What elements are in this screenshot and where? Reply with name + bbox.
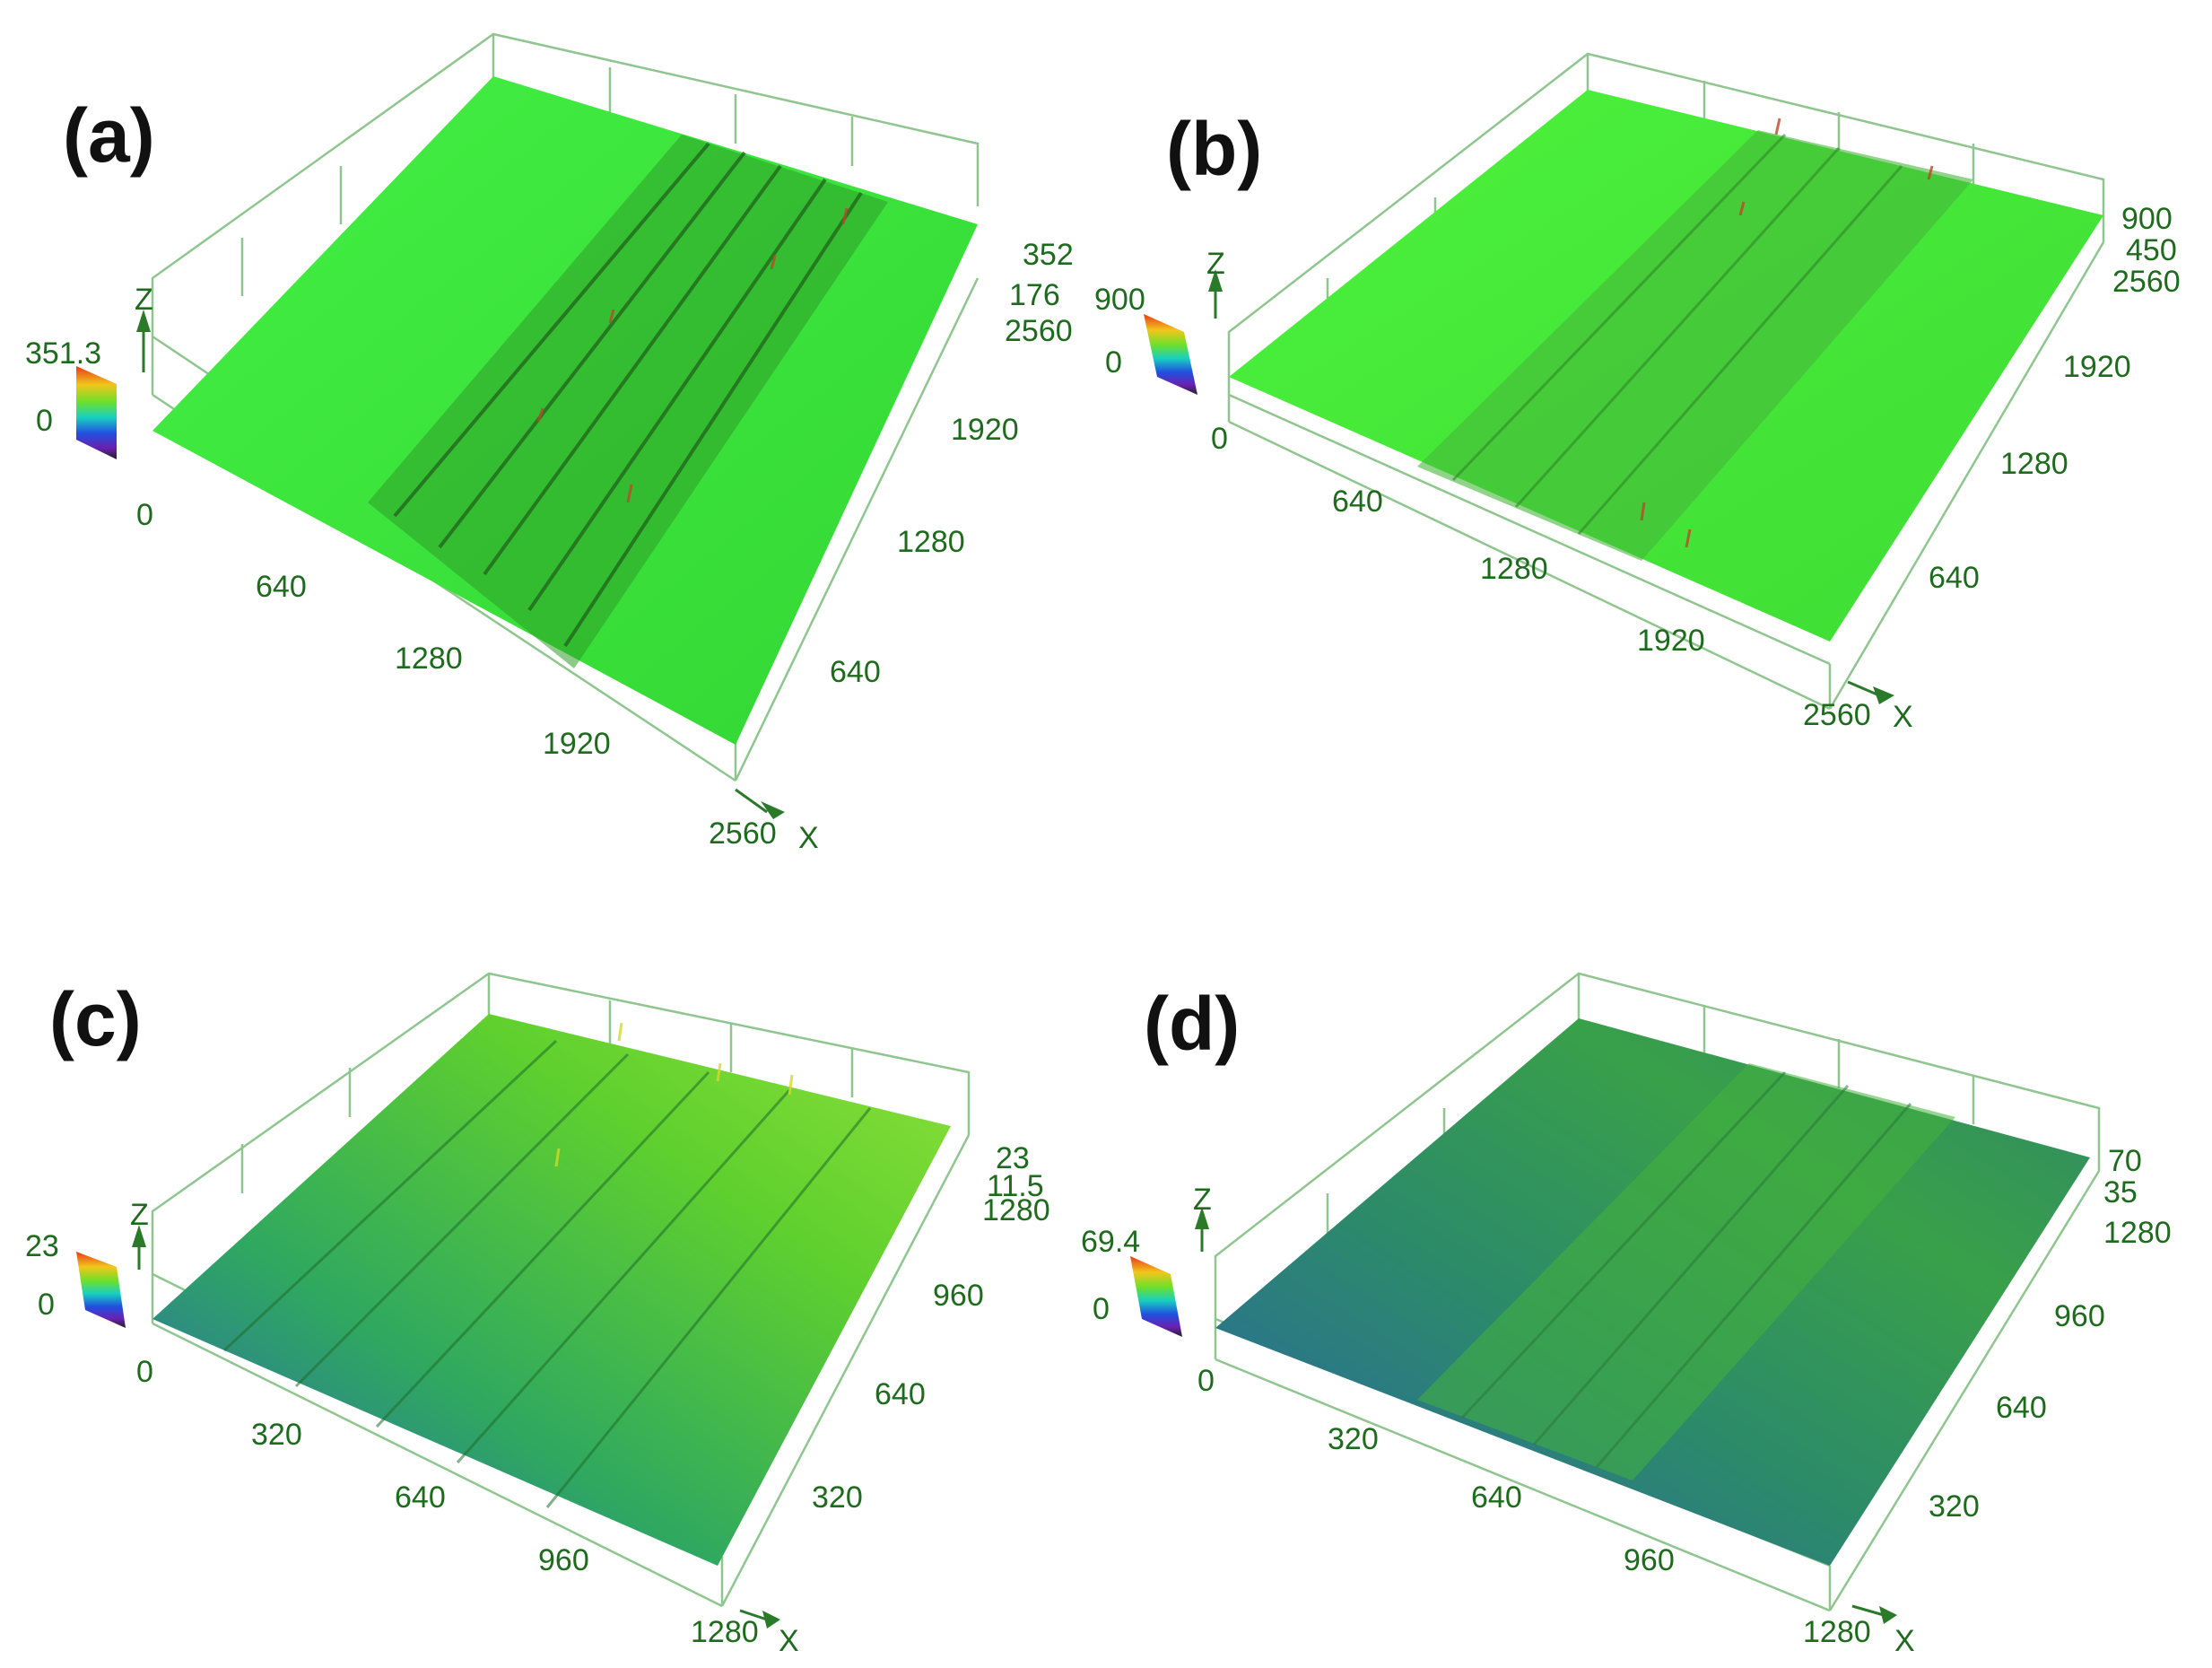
y-tick: 1920 bbox=[2063, 350, 2131, 384]
z-tick: 900 bbox=[2121, 202, 2173, 236]
wear-track-peaks bbox=[536, 207, 849, 503]
z-axis-arrow: Z bbox=[1206, 247, 1225, 319]
x-tick: 960 bbox=[538, 1543, 589, 1577]
z-axis-arrow: Z bbox=[1193, 1183, 1212, 1252]
x-axis-arrow: X bbox=[1851, 1604, 1915, 1658]
colorbar-min: 0 bbox=[38, 1288, 55, 1322]
z-tick: 11.5 bbox=[987, 1169, 1044, 1203]
colorbar: 69.4 0 bbox=[1081, 1225, 1182, 1337]
y-tick: 960 bbox=[933, 1279, 984, 1313]
panel-label: (a) bbox=[63, 93, 155, 178]
y-tick: 640 bbox=[1929, 561, 1980, 595]
x-tick: 1280 bbox=[395, 642, 463, 676]
y-tick: 320 bbox=[812, 1480, 863, 1515]
z-tick: 450 bbox=[2126, 233, 2177, 267]
x-axis-label: X bbox=[1893, 700, 1913, 734]
z-tick: 352 bbox=[1023, 238, 1074, 272]
z-tick: 70 bbox=[2108, 1144, 2142, 1178]
z-axis-label: Z bbox=[1193, 1183, 1212, 1217]
x-tick: 0 bbox=[136, 498, 153, 532]
wear-track bbox=[1417, 130, 1973, 561]
surface-peaks bbox=[554, 1022, 794, 1167]
x-axis-arrow: X bbox=[1847, 680, 1913, 734]
x-axis-arrow: X bbox=[735, 788, 819, 855]
y-tick: 640 bbox=[1996, 1391, 2047, 1425]
x-tick: 960 bbox=[1624, 1543, 1675, 1577]
colorbar-max: 900 bbox=[1094, 283, 1145, 317]
x-axis-label: X bbox=[779, 1624, 799, 1658]
x-tick: 0 bbox=[1211, 422, 1228, 456]
wear-track-grooves bbox=[1451, 133, 1903, 535]
colorbar-min: 0 bbox=[1105, 345, 1122, 380]
panel-label: (b) bbox=[1166, 107, 1262, 191]
colorbar-max: 351.3 bbox=[25, 336, 101, 371]
z-tick: 176 bbox=[1009, 278, 1060, 312]
z-axis-label: Z bbox=[130, 1198, 149, 1232]
colorbar-min: 0 bbox=[1093, 1292, 1110, 1326]
y-tick: 1280 bbox=[2103, 1216, 2172, 1250]
z-axis-arrow: Z bbox=[135, 283, 153, 372]
x-tick: 320 bbox=[251, 1418, 302, 1452]
x-tick: 1280 bbox=[1480, 552, 1548, 586]
x-tick: 640 bbox=[395, 1480, 446, 1515]
y-tick: 1920 bbox=[951, 413, 1019, 447]
x-tick: 640 bbox=[1471, 1480, 1522, 1515]
panel-d: (d) 69.4 0 bbox=[1081, 972, 2172, 1658]
surface-plane bbox=[152, 1014, 951, 1566]
y-tick: 640 bbox=[875, 1377, 926, 1411]
y-tick: 1280 bbox=[897, 525, 965, 559]
z-axis-label: Z bbox=[1206, 247, 1225, 281]
x-tick: 1920 bbox=[543, 727, 611, 761]
colorbar: 351.3 0 bbox=[25, 336, 117, 459]
x-tick: 0 bbox=[136, 1355, 153, 1389]
wear-track-peaks bbox=[1640, 118, 1934, 548]
x-tick: 0 bbox=[1197, 1364, 1215, 1398]
z-tick: 23 bbox=[996, 1141, 1030, 1175]
x-tick: 2560 bbox=[709, 817, 777, 851]
z-axis-arrow: Z bbox=[130, 1198, 149, 1270]
x-axis-label: X bbox=[1894, 1624, 1915, 1658]
y-tick: 640 bbox=[830, 655, 881, 689]
colorbar: 900 0 bbox=[1094, 283, 1197, 395]
y-tick: 2560 bbox=[2112, 265, 2181, 299]
x-tick: 2560 bbox=[1803, 698, 1871, 732]
wear-track-grooves bbox=[393, 142, 863, 648]
y-tick: 320 bbox=[1929, 1489, 1980, 1524]
colorbar-min: 0 bbox=[36, 404, 53, 438]
panel-label: (c) bbox=[49, 977, 142, 1061]
surface-roughness bbox=[222, 1039, 872, 1508]
colorbar-max: 69.4 bbox=[1081, 1225, 1140, 1259]
panel-a: (a) bbox=[25, 32, 1074, 855]
x-tick: 1920 bbox=[1637, 624, 1705, 658]
y-tick: 2560 bbox=[1005, 314, 1073, 348]
panel-c: (c) bbox=[25, 972, 1050, 1658]
colorbar: 23 0 bbox=[25, 1229, 126, 1328]
wear-track bbox=[368, 135, 888, 668]
y-tick: 1280 bbox=[2000, 447, 2068, 481]
x-tick: 320 bbox=[1328, 1422, 1379, 1456]
x-tick: 640 bbox=[1332, 485, 1383, 519]
x-tick: 1280 bbox=[691, 1615, 759, 1649]
x-axis-arrow: X bbox=[739, 1609, 799, 1658]
y-tick: 1280 bbox=[982, 1193, 1050, 1227]
x-tick: 1280 bbox=[1803, 1615, 1871, 1649]
z-axis-label: Z bbox=[135, 283, 153, 317]
z-tick: 35 bbox=[2103, 1175, 2138, 1210]
panel-label: (d) bbox=[1144, 982, 1240, 1066]
colorbar-max: 23 bbox=[25, 1229, 59, 1263]
x-axis-label: X bbox=[798, 821, 819, 855]
y-tick: 960 bbox=[2054, 1299, 2105, 1333]
wear-track-grooves bbox=[1460, 1070, 1912, 1468]
x-tick: 640 bbox=[256, 570, 307, 604]
panel-b: (b) bbox=[1094, 52, 2181, 734]
